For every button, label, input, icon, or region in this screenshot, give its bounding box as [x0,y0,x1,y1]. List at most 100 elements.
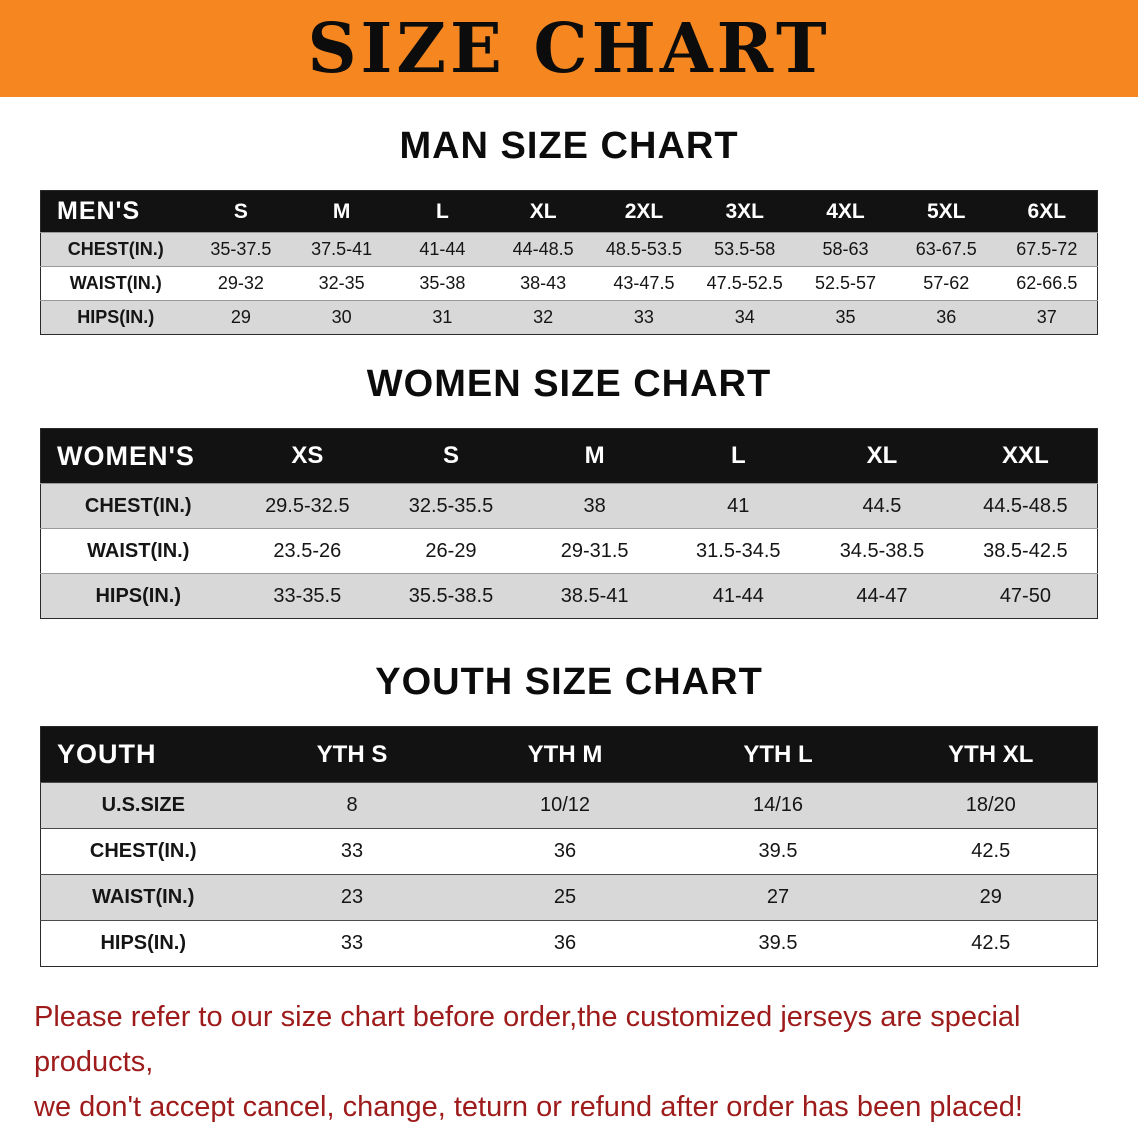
size-header-cell: YTH XL [884,726,1098,783]
value-cell: 63-67.5 [915,239,977,259]
value-cell: 44.5-48.5 [983,494,1068,517]
value-cell: 25 [553,886,577,908]
value-cell: 32.5-35.5 [408,494,494,517]
table-header-row: MEN'S S M L XL 2XL 3XL 4XL 5XL 6XL [40,190,1098,233]
table-row: WAIST(IN.) 29-32 32-35 35-38 38-43 43-47.5 47.… [40,266,1098,301]
row-label-cell: WAIST(IN.) [87,539,190,562]
value-cell: 29.5-32.5 [265,494,350,517]
table-row: CHEST(IN.) 29.5-32.5 32.5-35.5 38 41 44.5 44.5… [40,483,1098,529]
size-header-cell: S [190,190,292,233]
youth-section-heading: YOUTH SIZE CHART [375,661,763,703]
table-row: WAIST(IN.) 23 25 27 29 [40,874,1098,921]
table-title-cell: MEN'S [40,190,191,233]
value-cell: 47-50 [999,584,1051,607]
value-cell: 44-48.5 [512,239,574,259]
value-cell: 57-62 [923,273,970,293]
men-section: MAN SIZE CHART MEN'S S M L XL 2XL 3XL 4XL 5XL 6XL… [0,125,1138,335]
value-cell: 41-44 [712,584,764,607]
row-label-cell: CHEST(IN.) [84,494,192,517]
value-cell: 30 [331,307,352,327]
size-header-cell: 6XL [996,190,1098,233]
value-cell: 67.5-72 [1016,239,1078,259]
value-cell: 47.5-52.5 [706,273,783,293]
value-cell: 23 [340,886,364,908]
value-cell: 62-66.5 [1016,273,1078,293]
size-header-cell: XS [235,428,380,484]
size-header-cell: L [666,428,811,484]
page-title: SIZE CHART [307,8,831,89]
value-cell: 35-37.5 [210,239,272,259]
value-cell: 42.5 [971,932,1011,954]
value-cell: 14/16 [752,794,804,816]
value-cell: 26-29 [425,539,477,562]
value-cell: 52.5-57 [814,273,876,293]
value-cell: 33 [340,932,364,954]
value-cell: 38 [583,494,606,517]
size-header-cell: M [522,428,667,484]
value-cell: 36 [553,932,577,954]
row-label-cell: HIPS(IN.) [95,584,182,607]
value-cell: 18/20 [965,794,1016,816]
size-header-cell: XL [810,428,954,484]
value-cell: 10/12 [539,794,591,816]
table-row: CHEST(IN.) 33 36 39.5 42.5 [40,828,1098,875]
size-header-cell: YTH M [458,726,672,783]
value-cell: 39.5 [758,840,798,862]
value-cell: 31.5-34.5 [696,539,781,562]
size-header-cell: XXL [953,428,1098,484]
value-cell: 44.5 [862,494,902,517]
value-cell: 38.5-41 [560,584,629,607]
women-size-table: WOMEN'S XS S M L XL XXL CHEST(IN.) 29.5-32.5 32.5… [40,428,1098,619]
table-header-row: WOMEN'S XS S M L XL XXL [40,428,1098,484]
table-row: WAIST(IN.) 23.5-26 26-29 29-31.5 31.5-34.5 34… [40,528,1098,574]
banner: SIZE CHART [0,0,1138,97]
size-header-cell: L [392,190,493,233]
value-cell: 33-35.5 [273,584,342,607]
size-header-cell: S [379,428,523,484]
value-cell: 38.5-42.5 [983,539,1068,562]
men-size-table: MEN'S S M L XL 2XL 3XL 4XL 5XL 6XL CHEST(IN.) 35-37… [40,190,1098,335]
size-header-cell: M [291,190,393,233]
value-cell: 34.5-38.5 [839,539,925,562]
row-label-cell: WAIST(IN.) [92,886,195,908]
value-cell: 35 [835,307,856,327]
table-row: CHEST(IN.) 35-37.5 37.5-41 41-44 44-48.5 48.5… [40,232,1098,267]
youth-section: YOUTH SIZE CHART YOUTH YTH S YTH M YTH L YTH… [0,661,1138,967]
value-cell: 34 [734,307,755,327]
table-header-row: YOUTH YTH S YTH M YTH L YTH XL [40,726,1098,783]
table-title-cell: WOMEN'S [40,428,236,484]
value-cell: 41-44 [419,239,466,259]
value-cell: 35-38 [419,273,466,293]
table-row: HIPS(IN.) 33-35.5 35.5-38.5 38.5-41 41-44 44-… [40,573,1098,619]
value-cell: 36 [553,840,577,862]
men-section-heading: MAN SIZE CHART [399,125,739,167]
value-cell: 58-63 [822,239,869,259]
table-row: HIPS(IN.) 29 30 31 32 33 34 35 36 37 [40,300,1098,335]
value-cell: 32 [533,307,554,327]
value-cell: 37.5-41 [311,239,373,259]
row-label-cell: U.S.SIZE [101,794,185,816]
value-cell: 29 [230,307,251,327]
size-header-cell: YTH L [671,726,885,783]
table-title-cell: YOUTH [40,726,246,783]
size-header-cell: XL [492,190,594,233]
order-note: Please refer to our size chart before or… [0,995,1138,1130]
note-line-1: Please refer to our size chart before or… [34,1001,1021,1078]
value-cell: 36 [936,307,957,327]
value-cell: 42.5 [971,840,1011,862]
row-label-cell: HIPS(IN.) [100,932,187,954]
row-label-cell: WAIST(IN.) [69,273,162,293]
row-label-cell: CHEST(IN.) [67,239,164,259]
value-cell: 35.5-38.5 [408,584,494,607]
value-cell: 38-43 [520,273,567,293]
row-label-cell: CHEST(IN.) [89,840,197,862]
value-cell: 41 [727,494,750,517]
value-cell: 33 [633,307,654,327]
value-cell: 29-31.5 [560,539,629,562]
size-header-cell: YTH S [245,726,459,783]
value-cell: 44-47 [856,584,908,607]
row-label-cell: HIPS(IN.) [77,307,155,327]
value-cell: 39.5 [758,932,798,954]
value-cell: 29 [979,886,1002,908]
